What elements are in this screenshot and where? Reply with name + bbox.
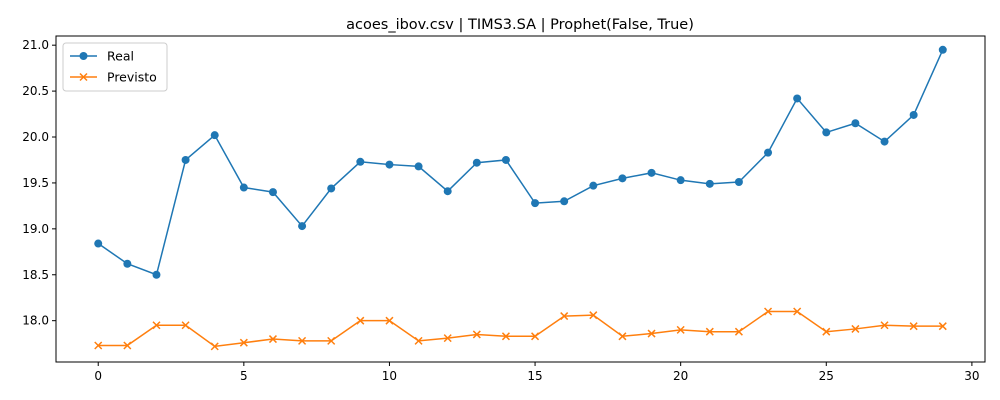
data-point-real	[764, 148, 773, 157]
data-point-real	[472, 158, 481, 167]
data-point-previsto	[793, 307, 802, 316]
data-point-real	[443, 187, 452, 196]
data-point-real	[705, 179, 714, 188]
data-point-previsto	[414, 336, 423, 345]
legend-label-previsto: Previsto	[107, 70, 157, 85]
x-tick-label: 30	[964, 369, 979, 383]
data-point-previsto	[94, 341, 103, 350]
x-tick-label: 10	[382, 369, 397, 383]
series-layer	[94, 45, 947, 351]
data-point-previsto	[764, 307, 773, 316]
data-point-real	[560, 197, 569, 206]
data-point-previsto	[705, 327, 714, 336]
data-point-real	[152, 270, 161, 279]
data-point-previsto	[327, 336, 336, 345]
data-point-previsto	[268, 335, 277, 344]
data-point-real	[589, 181, 598, 190]
data-point-previsto	[851, 324, 860, 333]
legend-label-real: Real	[107, 49, 134, 64]
legend-item-previsto: Previsto	[70, 70, 157, 85]
data-point-real	[531, 199, 540, 208]
data-point-previsto	[181, 321, 190, 330]
legend-item-real: Real	[70, 49, 134, 64]
data-point-previsto	[385, 316, 394, 325]
data-point-real	[210, 131, 219, 140]
legend-marker-previsto	[79, 72, 88, 82]
legend: Real Previsto	[62, 42, 168, 92]
data-point-real	[385, 160, 394, 169]
data-point-previsto	[676, 325, 685, 334]
data-point-previsto	[880, 321, 889, 330]
data-point-real	[938, 45, 947, 54]
y-tick-label: 18.0	[22, 314, 49, 328]
x-tick-label: 0	[94, 369, 102, 383]
y-tick-label: 18.5	[22, 268, 49, 282]
data-point-real	[268, 188, 277, 197]
data-point-previsto	[298, 336, 307, 345]
data-point-previsto	[647, 329, 656, 338]
data-point-previsto	[443, 334, 452, 343]
data-point-real	[909, 110, 918, 119]
data-point-real	[822, 128, 831, 137]
y-axis: 18.0 18.5 19.0 19.5 20.0 20.5 21.0	[22, 38, 56, 328]
data-point-real	[676, 176, 685, 185]
data-point-previsto	[531, 332, 540, 341]
data-point-previsto	[123, 341, 132, 350]
y-tick-label: 21.0	[22, 38, 49, 52]
data-point-previsto	[560, 312, 569, 321]
data-point-real	[501, 155, 510, 164]
y-tick-label: 19.5	[22, 176, 49, 190]
legend-box	[62, 42, 168, 92]
series-line-real	[97, 49, 944, 276]
data-point-previsto	[210, 342, 219, 351]
data-point-previsto	[909, 322, 918, 331]
y-tick-label: 20.0	[22, 130, 49, 144]
y-tick-label: 20.5	[22, 84, 49, 98]
x-tick-label: 25	[819, 369, 834, 383]
y-tick-label: 19.0	[22, 222, 49, 236]
data-point-real	[851, 119, 860, 128]
data-point-previsto	[501, 332, 510, 341]
plot-area	[55, 35, 986, 363]
data-point-previsto	[822, 327, 831, 336]
data-point-previsto	[356, 316, 365, 325]
data-point-previsto	[938, 322, 947, 331]
x-tick-label: 20	[673, 369, 688, 383]
data-point-real	[123, 259, 132, 268]
x-tick-label: 15	[527, 369, 542, 383]
data-point-real	[356, 157, 365, 166]
data-point-real	[734, 178, 743, 187]
data-point-real	[414, 162, 423, 171]
data-point-real	[181, 155, 190, 164]
data-point-real	[298, 222, 307, 231]
data-point-real	[647, 168, 656, 177]
data-point-real	[94, 239, 103, 248]
data-point-real	[618, 174, 627, 183]
chart-title: acoes_ibov.csv | TIMS3.SA | Prophet(Fals…	[346, 17, 694, 33]
data-point-real	[793, 94, 802, 103]
data-point-real	[327, 184, 336, 193]
data-point-real	[880, 137, 889, 146]
data-point-previsto	[618, 332, 627, 341]
data-point-real	[239, 183, 248, 192]
legend-marker-real	[79, 52, 88, 60]
series-previsto	[94, 307, 947, 351]
data-point-previsto	[239, 338, 248, 347]
data-point-previsto	[589, 311, 598, 320]
data-point-previsto	[472, 330, 481, 339]
series-line-previsto	[98, 310, 943, 348]
x-tick-label: 5	[240, 369, 248, 383]
series-real	[94, 45, 947, 279]
data-point-previsto	[734, 327, 743, 336]
x-axis: 0 5 10 15 20 25 30	[94, 362, 980, 383]
data-point-previsto	[152, 321, 161, 330]
